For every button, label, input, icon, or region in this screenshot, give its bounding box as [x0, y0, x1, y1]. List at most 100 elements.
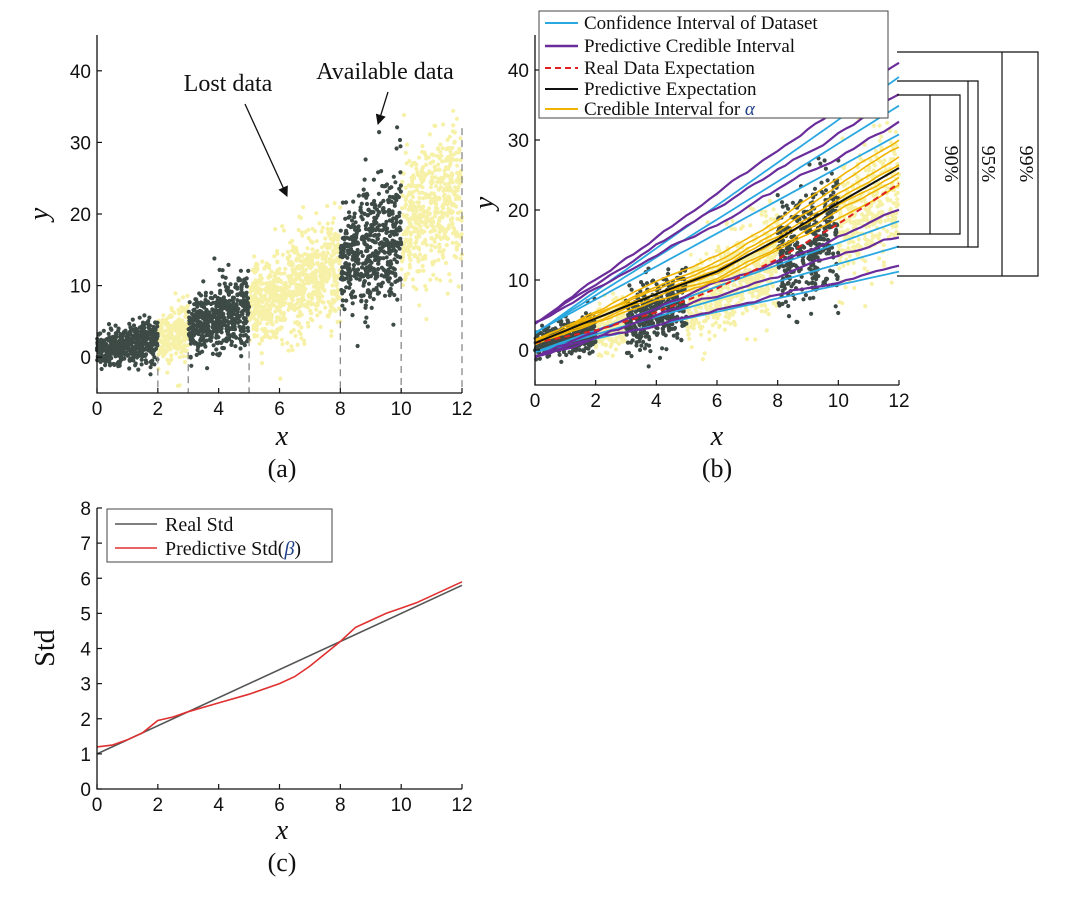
panel-b-lost-point-531	[730, 312, 735, 317]
panel-a-available-point-1995	[152, 348, 157, 353]
panel-b-lost-point-126	[609, 337, 614, 342]
panel-a-lost-point-295	[332, 201, 337, 206]
panel-a-lost-point-1250	[451, 225, 456, 230]
panel-a-available-point-1829	[153, 327, 158, 332]
panel-b-lost-point-745	[699, 332, 704, 337]
panel-a-available-point-2453	[218, 288, 223, 293]
panel-a-lost-point-504	[315, 248, 320, 253]
panel-a-available-point-2482	[236, 315, 241, 320]
panel-a-available-point-3057	[397, 186, 402, 191]
panel-a-lost-point-1518	[444, 147, 449, 152]
panel-a-lost-point-931	[314, 307, 319, 312]
panel-a-available-point-2387	[186, 309, 191, 314]
panel-b-available-point-1271	[564, 352, 569, 358]
panel-a-lost-point-1542	[427, 217, 432, 223]
panel-a-available-point-3030	[365, 248, 370, 253]
panel-a-available-point-2187	[239, 354, 244, 359]
panel-a-available-point-2549	[225, 307, 230, 312]
panel-a-lost-point-231	[175, 335, 180, 340]
panel-a-lost-point-640	[300, 253, 305, 259]
panel-a-lost-point-1025	[292, 250, 297, 255]
panel-b-lost-point-600	[759, 303, 764, 308]
panel-b-lost-point-1138	[895, 190, 900, 195]
panel-a-available-point-2039	[149, 343, 154, 348]
panel-a-available-point-3005	[350, 224, 355, 229]
panel-a-lost-point-1127	[456, 284, 461, 289]
panel-b-lost-point-86	[611, 291, 616, 296]
panel-a-available-point-2393	[201, 326, 206, 331]
panel-a-available-point-2045	[124, 351, 129, 356]
panel-b-lost-point-750	[765, 232, 770, 238]
panel-a-available-point-2847	[364, 201, 370, 207]
panel-a-lost-point-207	[182, 334, 187, 340]
panel-a-available-point-3039	[389, 282, 394, 287]
panel-a-available-point-2617	[364, 315, 369, 320]
panel-a-lost-point-819	[324, 270, 329, 275]
panel-a-lost-point-1432	[458, 256, 463, 261]
panel-a-lost-point-996	[298, 303, 303, 309]
panel-a-lost-point-844	[280, 224, 285, 229]
panel-b-lost-point-308	[772, 217, 777, 222]
panel-a-available-point-2046	[140, 332, 145, 337]
panel-a-available-point-2625	[366, 281, 372, 286]
panel-b-lost-point-356	[685, 328, 690, 333]
panel-a-lost-point-1399	[418, 183, 423, 189]
panel-b-lost-point-1115	[877, 256, 882, 261]
panel-a-available-point-2591	[218, 312, 223, 317]
panel-a-available-point-1892	[148, 365, 153, 370]
panel-a-available-point-2515	[203, 316, 208, 321]
panel-a-available-point-3077	[387, 212, 392, 217]
panel-a-lost-point-471	[334, 283, 339, 288]
panel-a-lost-point-1521	[428, 185, 433, 190]
panel-a-available-point-2996	[398, 277, 403, 282]
panel-a-lost-point-186	[172, 310, 177, 315]
panel-b-lost-point-646	[739, 297, 744, 302]
panel-a-available-point-2074	[98, 350, 104, 355]
panel-b-available-point-1600	[627, 283, 632, 288]
panel-a-available-point-2236	[201, 279, 206, 284]
panel-a-available-point-1878	[152, 362, 157, 367]
panel-a-lost-point-862	[272, 272, 278, 277]
panel-a-available-point-2436	[226, 262, 231, 267]
panel-a-available-point-2599	[227, 302, 232, 307]
panel-a-available-point-2031	[115, 345, 120, 350]
panel-b-lost-point-437	[717, 312, 722, 317]
panel-a-lost-point-959	[249, 285, 254, 290]
panel-b-lost-point-809	[889, 232, 894, 237]
panel-a-lost-point-1280	[457, 146, 462, 151]
panel-b-lost-point-896	[837, 266, 842, 271]
panel-a-lost-point-939	[325, 246, 330, 251]
panel-a-lost-point-261	[318, 310, 323, 315]
panel-a-available-point-3116	[392, 232, 397, 237]
panel-a-lost-point-1001	[253, 281, 258, 286]
panel-a-available-point-2338	[202, 305, 207, 310]
panel-a-lost-point-977	[319, 284, 324, 289]
panel-b-lost-point-1134	[886, 186, 891, 191]
panel-a-available-point-1595	[107, 363, 113, 368]
panel-a-available-point-2577	[217, 267, 222, 272]
panel-b-lost-point-231	[710, 323, 715, 328]
panel-a-available-point-2909	[397, 246, 402, 251]
panel-a-lost-point-801	[299, 336, 304, 341]
panel-a-lost-point-967	[274, 329, 279, 334]
panel-a-lost-point-1511	[418, 173, 423, 179]
panel-a-lost-point-847	[321, 250, 326, 255]
panel-a-lost-point-179	[180, 346, 185, 352]
panel-a-available-point-2660	[343, 200, 349, 205]
panel-a-lost-point-1498	[446, 194, 451, 199]
panel-a-available-point-1844	[114, 332, 119, 337]
panel-a-available-point-2829	[356, 257, 361, 262]
panel-a-available-point-1978	[116, 328, 121, 333]
panel-a-lost-point-1515	[410, 179, 415, 184]
panel-a-available-point-3045	[371, 297, 376, 302]
panel-b-lost-point-232	[744, 308, 750, 313]
panel-a-lost-point-864	[286, 302, 292, 307]
panel-a-available-point-2930	[385, 229, 390, 235]
panel-a-lost-point-915	[322, 256, 327, 261]
panel-a-available-point-2877	[345, 255, 350, 260]
panel-a-available-point-2560	[245, 296, 251, 301]
panel-a-available-point-2781	[397, 137, 403, 143]
panel-a-available-point-2066	[131, 358, 136, 363]
panel-a-available-point-2006	[136, 335, 141, 340]
